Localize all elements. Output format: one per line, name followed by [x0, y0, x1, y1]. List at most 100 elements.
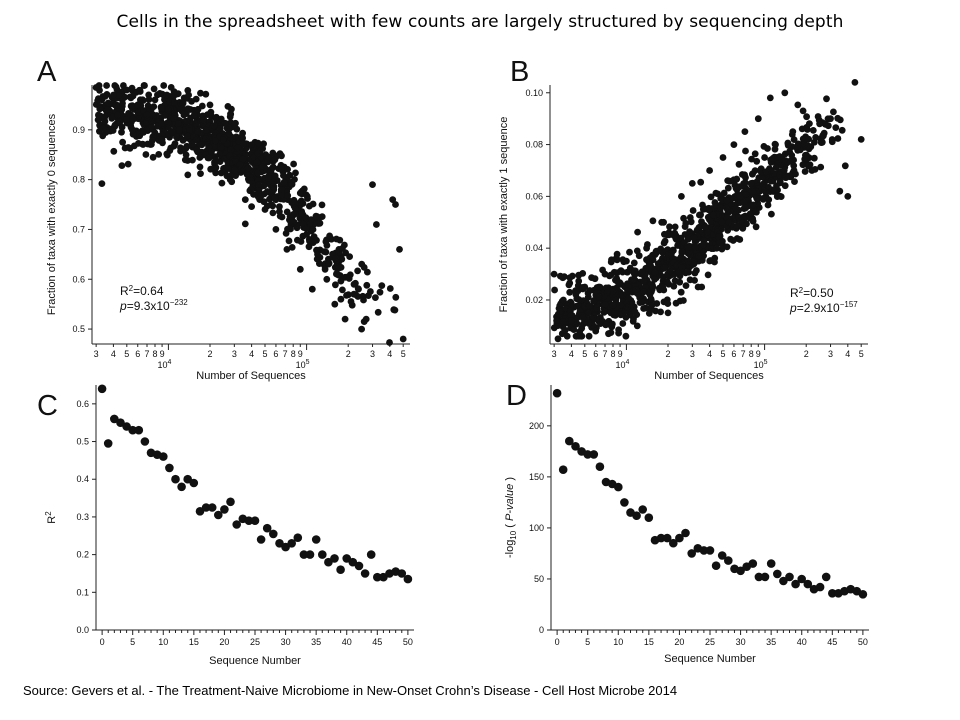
- data-point: [585, 332, 593, 340]
- data-point: [333, 235, 340, 243]
- data-point: [119, 100, 126, 107]
- data-point: [165, 463, 174, 473]
- data-point: [260, 140, 267, 148]
- data-point: [348, 557, 358, 567]
- data-point: [206, 101, 214, 109]
- data-point: [302, 214, 310, 222]
- data-point: [376, 288, 384, 296]
- data-point: [163, 91, 171, 99]
- data-point: [99, 132, 107, 140]
- data-point: [834, 135, 842, 142]
- data-point: [149, 153, 157, 161]
- y-tick-label: 200: [529, 421, 544, 431]
- data-point: [684, 243, 692, 251]
- data-point: [234, 144, 242, 152]
- data-point: [743, 220, 750, 228]
- data-point: [158, 136, 166, 144]
- data-point: [607, 271, 615, 279]
- data-point: [782, 174, 790, 182]
- data-point: [682, 219, 690, 227]
- y-tick-label: 0.2: [76, 550, 89, 560]
- data-point: [817, 163, 825, 171]
- data-point: [821, 572, 831, 582]
- data-point: [661, 237, 669, 245]
- data-point: [367, 288, 374, 295]
- data-point: [212, 137, 219, 145]
- data-point: [386, 285, 394, 292]
- slide-title: Cells in the spreadsheet with few counts…: [116, 12, 844, 32]
- data-point: [654, 260, 662, 267]
- data-point: [354, 561, 364, 571]
- data-point: [804, 126, 811, 133]
- y-tick-label: 0.6: [76, 399, 89, 409]
- data-point: [572, 332, 580, 340]
- data-point: [128, 102, 136, 110]
- p-value-annotation: p=2.9x10−157: [789, 300, 858, 315]
- data-point: [280, 179, 288, 186]
- data-point: [639, 298, 646, 306]
- data-point: [583, 450, 592, 459]
- data-point: [287, 539, 297, 548]
- data-point: [278, 152, 285, 160]
- data-point: [625, 294, 632, 302]
- data-point: [591, 275, 599, 283]
- r-squared-annotation: R2=0.50: [790, 286, 834, 300]
- data-point: [373, 572, 382, 582]
- data-point: [179, 99, 187, 107]
- data-point: [285, 237, 293, 245]
- data-point: [266, 188, 273, 196]
- data-point: [776, 171, 783, 179]
- data-point: [302, 225, 310, 232]
- data-point: [110, 414, 119, 424]
- x-tick-label: 45: [827, 637, 837, 647]
- data-point: [309, 226, 317, 233]
- x-tick-label: 20: [219, 637, 229, 647]
- data-point: [566, 288, 574, 296]
- data-point: [336, 565, 345, 574]
- data-point: [631, 267, 639, 275]
- x-axis-label: Number of Sequences: [196, 370, 306, 382]
- data-point: [363, 281, 371, 289]
- data-point: [181, 145, 189, 153]
- x-minor-tick-label: 7: [283, 349, 288, 359]
- data-point: [759, 195, 767, 202]
- y-tick-label: 0.7: [72, 224, 85, 234]
- x-tick-label: 45: [372, 637, 382, 647]
- data-point: [221, 119, 229, 127]
- data-point: [791, 579, 800, 589]
- data-point: [345, 275, 353, 282]
- data-point: [841, 162, 849, 170]
- data-point: [567, 312, 575, 319]
- data-point: [764, 201, 772, 209]
- data-point: [749, 215, 756, 223]
- data-point: [734, 222, 742, 229]
- data-point: [161, 111, 169, 119]
- data-point: [760, 572, 770, 582]
- data-point: [790, 136, 798, 144]
- data-point: [118, 123, 126, 131]
- data-point: [801, 140, 809, 148]
- data-point: [196, 163, 204, 171]
- data-point: [723, 204, 730, 212]
- data-point: [170, 115, 178, 122]
- data-point: [857, 136, 865, 143]
- data-point: [282, 230, 290, 237]
- data-point: [568, 317, 575, 325]
- data-point: [748, 559, 758, 568]
- data-point: [171, 99, 178, 106]
- data-point: [232, 172, 240, 180]
- data-point: [767, 177, 775, 185]
- data-point: [642, 304, 650, 312]
- data-point: [699, 546, 709, 555]
- x-tick-label: 10: [158, 637, 168, 647]
- data-point: [159, 452, 168, 461]
- data-point: [765, 196, 773, 204]
- data-point: [675, 533, 684, 543]
- data-point: [619, 268, 626, 276]
- data-point: [194, 105, 202, 113]
- data-point: [716, 239, 724, 247]
- data-point: [670, 282, 678, 290]
- data-point: [362, 315, 370, 323]
- x-tick-label: 40: [797, 637, 807, 647]
- data-point: [810, 154, 818, 162]
